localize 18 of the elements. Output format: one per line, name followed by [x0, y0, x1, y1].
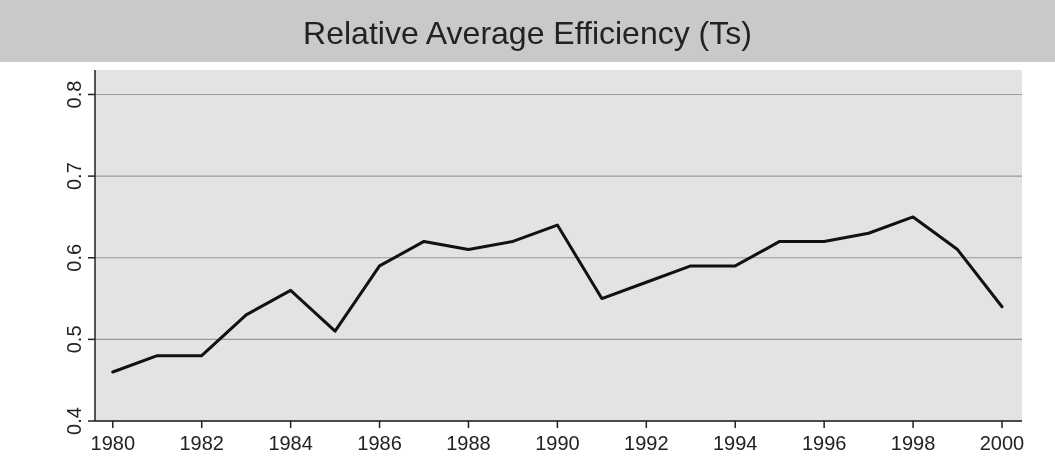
y-tick-label: 0.4	[63, 407, 85, 435]
x-tick-label: 1982	[179, 432, 224, 454]
x-tick-label: 2000	[979, 432, 1025, 454]
x-tick-label: 1984	[268, 432, 313, 454]
x-tick-label: 1998	[890, 432, 936, 454]
y-tick-label: 0.8	[63, 80, 85, 109]
x-tick-label: 1986	[357, 432, 402, 454]
chart-title: Relative Average Efficiency (Ts)	[303, 15, 752, 51]
y-tick-label: 0.5	[63, 325, 85, 354]
x-tick-label: 1980	[90, 432, 136, 454]
line-series	[111, 215, 1004, 374]
x-tick-label: 1988	[446, 432, 491, 454]
y-tick-label: 0.7	[63, 162, 85, 191]
x-tick-label: 1994	[712, 432, 758, 454]
x-tick-label: 1992	[624, 432, 669, 454]
x-tick-label: 1996	[801, 432, 847, 454]
y-tick-label: 0.6	[63, 243, 85, 272]
x-tick-label: 1990	[535, 432, 580, 454]
